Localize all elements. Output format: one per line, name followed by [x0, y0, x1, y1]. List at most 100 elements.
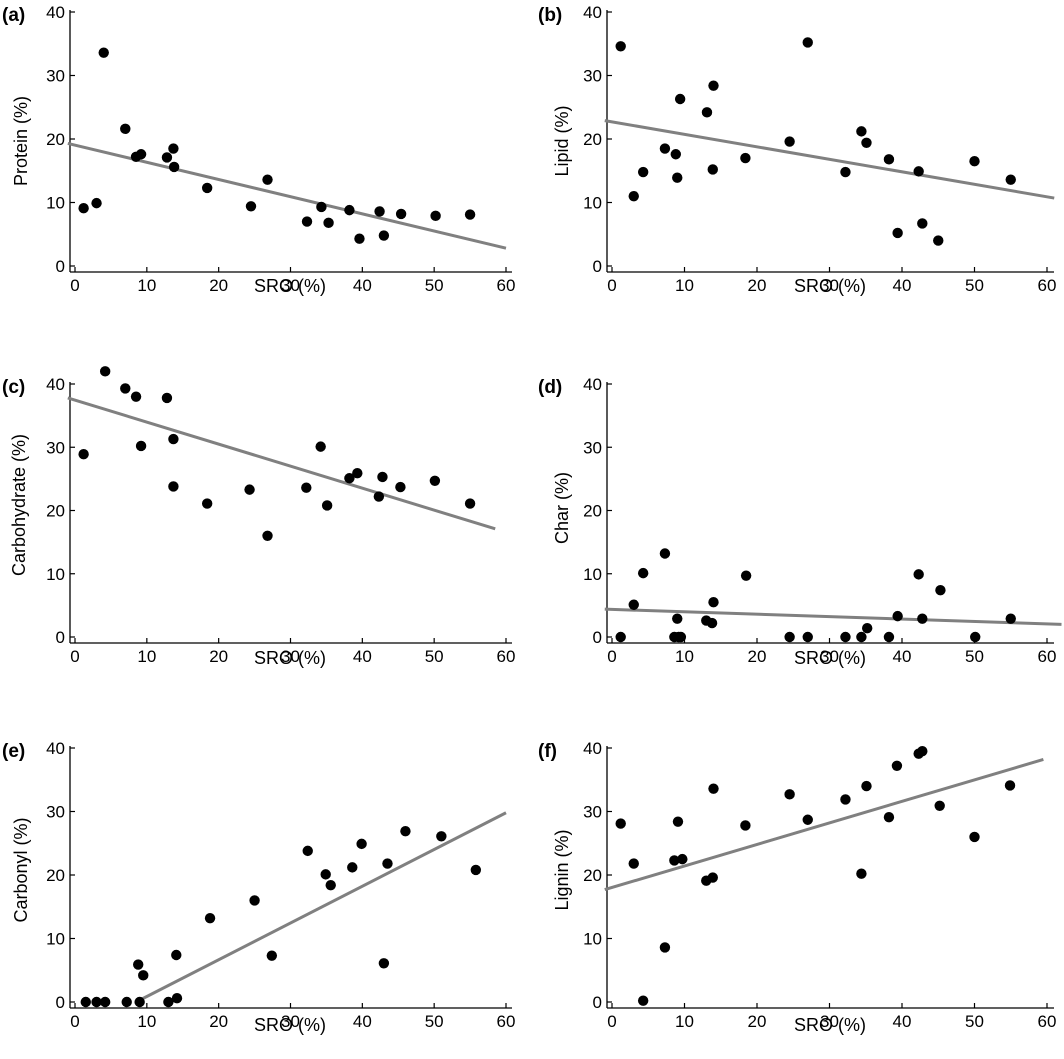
data-point: [161, 392, 173, 404]
x-tick-label: 40: [893, 647, 912, 666]
data-point: [802, 814, 813, 825]
x-tick-label: 40: [893, 1012, 912, 1031]
data-point: [913, 569, 924, 580]
data-point: [262, 174, 273, 185]
data-point: [344, 473, 355, 484]
data-point: [670, 149, 681, 160]
data-point: [168, 481, 179, 492]
panel-label: (d): [538, 377, 562, 398]
panel-label: (c): [2, 377, 25, 398]
y-tick-label: 10: [46, 194, 65, 213]
data-point: [934, 800, 945, 811]
data-point: [377, 471, 388, 483]
trend-line: [604, 757, 1044, 892]
data-point: [840, 631, 851, 643]
y-axis-label: Protein (%): [11, 96, 31, 186]
data-point: [637, 567, 649, 579]
data-point: [120, 383, 131, 394]
data-point: [933, 235, 944, 246]
data-point: [856, 868, 867, 879]
data-point: [706, 617, 718, 629]
x-axis-label: SRO (%): [794, 1015, 866, 1035]
y-tick-label: 30: [46, 67, 65, 86]
data-point: [356, 838, 367, 850]
x-tick-label: 20: [748, 1012, 767, 1031]
data-point: [315, 441, 326, 452]
data-point: [171, 992, 183, 1004]
data-point: [917, 745, 928, 757]
y-tick-label: 20: [46, 130, 65, 149]
panel-d: (d) 0 10 20 30 40 50 60 0 10 20 30 40 SRO (%) Char …: [538, 375, 1062, 668]
x-tick-label: 20: [748, 647, 767, 666]
y-tick-label: 20: [583, 130, 602, 149]
data-point: [615, 818, 626, 829]
data-point: [168, 143, 179, 154]
data-point: [395, 481, 406, 493]
data-point: [669, 855, 680, 866]
y-tick-label: 30: [583, 803, 602, 822]
data-point: [802, 631, 813, 643]
panel-b: (b) 0 10 20 30 40 50 60 0 10 20 30 40 SRO (%) Lipid…: [538, 3, 1056, 296]
data-point: [266, 950, 278, 961]
x-tick-label: 50: [965, 647, 984, 666]
data-point: [883, 154, 895, 165]
y-tick-label: 40: [583, 739, 602, 758]
data-point: [970, 631, 981, 643]
x-tick-label: 0: [70, 276, 79, 295]
data-point: [464, 498, 476, 509]
x-tick-label: 0: [607, 1012, 616, 1031]
chart-marks: 0 10 20 30 40 50 60 0 10 20 30 40: [46, 739, 515, 1031]
y-tick-label: 20: [583, 866, 602, 885]
data-point: [784, 136, 795, 147]
trend-line: [67, 141, 507, 250]
data-point: [470, 864, 482, 876]
data-point: [707, 164, 718, 175]
data-point: [249, 895, 260, 906]
y-tick-label: 40: [46, 3, 65, 22]
data-point: [171, 949, 182, 961]
data-point: [244, 484, 255, 495]
x-tick-label: 30: [281, 1012, 300, 1031]
x-tick-label: 10: [675, 276, 694, 295]
data-point: [615, 41, 626, 52]
x-tick-label: 30: [281, 276, 300, 295]
x-tick-label: 50: [425, 276, 444, 295]
data-point: [204, 912, 216, 924]
y-tick-label: 20: [46, 866, 65, 885]
x-tick-label: 60: [497, 1012, 516, 1031]
x-tick-label: 50: [425, 1012, 444, 1031]
x-tick-label: 40: [893, 276, 912, 295]
panel-label: (e): [2, 741, 25, 762]
data-point: [856, 631, 867, 643]
panel-a: (a) 0 10 20 30 40 50 60 0 10 20 30 40 SRO (%) Prote…: [2, 3, 515, 296]
data-point: [840, 166, 851, 178]
data-point: [135, 149, 147, 160]
data-point: [659, 548, 671, 559]
data-point: [325, 879, 336, 891]
data-point: [320, 869, 331, 880]
panel-label: (b): [538, 5, 562, 26]
data-point: [672, 172, 683, 183]
x-axis-label: SRO (%): [794, 276, 866, 296]
y-tick-label: 10: [46, 930, 65, 949]
panel-label: (a): [2, 5, 25, 26]
y-axis-label: Char (%): [552, 472, 572, 544]
data-point: [784, 631, 795, 643]
x-tick-label: 40: [353, 276, 372, 295]
y-tick-label: 30: [583, 438, 602, 457]
x-tick-label: 60: [1038, 276, 1057, 295]
data-point: [708, 597, 719, 608]
x-tick-label: 50: [965, 1012, 984, 1031]
data-point: [856, 126, 867, 137]
data-point: [301, 482, 312, 493]
x-tick-label: 30: [820, 276, 839, 295]
data-point: [98, 47, 109, 58]
data-point: [262, 530, 273, 541]
data-point: [840, 794, 851, 805]
panel-c: (c) 0 10 20 30 40 50 60 0 10 20 30 40 SRO (%) Carbo…: [2, 366, 515, 668]
trend-line: [604, 607, 1062, 626]
data-point: [802, 37, 813, 48]
data-point: [344, 204, 355, 216]
data-point: [675, 631, 687, 643]
data-point: [674, 93, 686, 105]
